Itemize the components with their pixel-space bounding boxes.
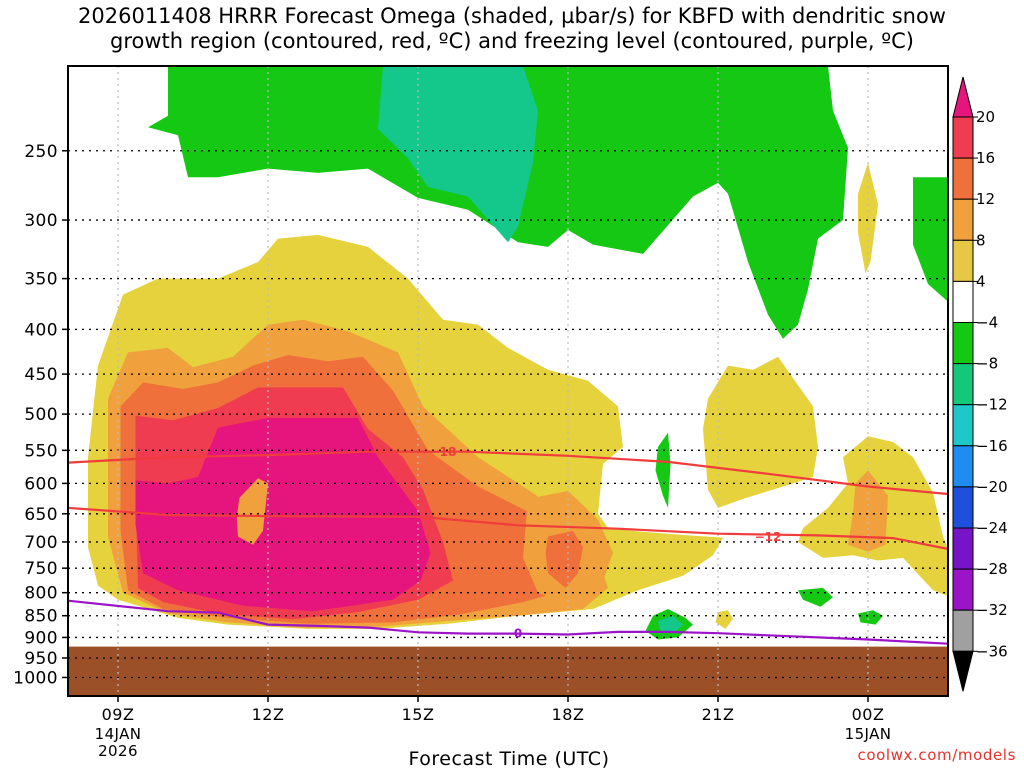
omega-region-20 [655, 432, 671, 508]
colorbar-under-triangle [952, 650, 974, 692]
y-tick-label-650: 650 [24, 505, 58, 525]
y-tick-label-750: 750 [24, 559, 58, 579]
y-tick-label-450: 450 [24, 365, 58, 385]
ground-layer [68, 646, 948, 696]
colorbar-segment-11 [952, 568, 974, 611]
colorbar-label-7: −12 [976, 396, 1008, 414]
x-tick-label-18Z: 18Z [552, 705, 585, 724]
colorbar-segment-10 [952, 527, 974, 570]
y-tick-label-250: 250 [24, 142, 58, 162]
omega-region-14 [703, 356, 818, 508]
y-tick-label-600: 600 [24, 474, 58, 494]
y-tick-label-500: 500 [24, 405, 58, 425]
x-axis-label: Forecast Time (UTC) [409, 748, 610, 768]
x-tick-label-15Z: 15Z [402, 705, 435, 724]
x-tick-year-09Z: 2026 [98, 742, 138, 760]
colorbar-segment-3 [952, 239, 974, 282]
omega-region-8 [135, 417, 431, 612]
dgz-contour-0-line [68, 450, 948, 496]
colorbar-segment-8 [952, 445, 974, 488]
chart-title-line2: growth region (contoured, red, ºC) and f… [110, 29, 914, 53]
omega-region-19 [658, 615, 683, 634]
y-tick-label-800: 800 [24, 584, 58, 604]
colorbar-label-1: 16 [976, 149, 995, 167]
dgz-contour-1-label: −12 [755, 530, 782, 544]
colorbar-label-9: −20 [976, 478, 1008, 496]
y-axis: 2503003504004505005506006507007508008509… [13, 142, 68, 688]
colorbar-segment-1 [952, 157, 974, 200]
colorbar-segment-0 [952, 116, 974, 159]
y-tick-label-700: 700 [24, 533, 58, 553]
y-tick-label-950: 950 [24, 649, 58, 669]
x-tick-label-00Z: 00Z [852, 705, 885, 724]
omega-region-17 [715, 610, 733, 629]
chart-title: 2026011408 HRRR Forecast Omega (shaded, … [0, 4, 1024, 54]
y-tick-label-550: 550 [24, 441, 58, 461]
colorbar-label-12: −32 [976, 601, 1008, 619]
temperature-contours: −18 −12 0 [68, 445, 948, 645]
colorbar-segment-7 [952, 404, 974, 447]
colorbar-segment-9 [952, 486, 974, 529]
omega-region-21 [798, 587, 833, 607]
ground-fill [68, 646, 948, 696]
colorbar-label-5: −4 [976, 314, 998, 332]
colorbar-label-3: 8 [976, 231, 986, 249]
colorbar-over-triangle [952, 76, 974, 118]
y-tick-label-900: 900 [24, 628, 58, 648]
y-tick-label-350: 350 [24, 270, 58, 290]
freezing-contour-label: 0 [514, 627, 522, 641]
y-tick-label-850: 850 [24, 607, 58, 627]
dgz-contour-1-line [68, 506, 948, 550]
x-tick-label-09Z: 09Z [102, 705, 135, 724]
x-tick-label-12Z: 12Z [252, 705, 285, 724]
colorbar-segment-2 [952, 198, 974, 241]
colorbar-segment-6 [952, 363, 974, 406]
y-tick-label-1000: 1000 [13, 668, 58, 688]
chart-title-line1: 2026011408 HRRR Forecast Omega (shaded, … [78, 4, 946, 28]
colorbar-label-4: 4 [976, 272, 986, 290]
omega-region-13 [545, 530, 583, 588]
freezing-contour-line [68, 599, 948, 645]
colorbar-label-8: −16 [976, 437, 1008, 455]
credit-text: coolwx.com/models [857, 746, 1016, 764]
colorbar-legend: 20 16 12 8 4 −4 −8 −12 −16 −20 −24 −28 −32 −36 [952, 76, 1008, 692]
x-tick-date-09Z: 14JAN [95, 725, 142, 743]
colorbar-label-0: 20 [976, 108, 995, 126]
y-tick-label-300: 300 [24, 211, 58, 231]
omega-shading [88, 66, 948, 640]
omega-region-1 [378, 66, 538, 243]
omega-region-2 [913, 177, 948, 302]
dgz-contour-0-label: −18 [430, 445, 457, 459]
colorbar-label-6: −8 [976, 355, 998, 373]
omega-region-22 [858, 610, 883, 625]
colorbar-label-11: −28 [976, 560, 1008, 578]
colorbar-segment-5 [952, 322, 974, 365]
plot-frame [67, 65, 949, 697]
x-tick-label-21Z: 21Z [702, 705, 735, 724]
omega-region-9 [235, 478, 268, 545]
colorbar-segment-12 [952, 609, 974, 652]
colorbar-label-2: 12 [976, 190, 995, 208]
x-tick-date-00Z: 15JAN [845, 725, 892, 743]
colorbar-label-13: −36 [976, 642, 1008, 660]
y-tick-label-400: 400 [24, 320, 58, 340]
colorbar-label-10: −24 [976, 519, 1008, 537]
colorbar-segment-4 [952, 280, 974, 323]
